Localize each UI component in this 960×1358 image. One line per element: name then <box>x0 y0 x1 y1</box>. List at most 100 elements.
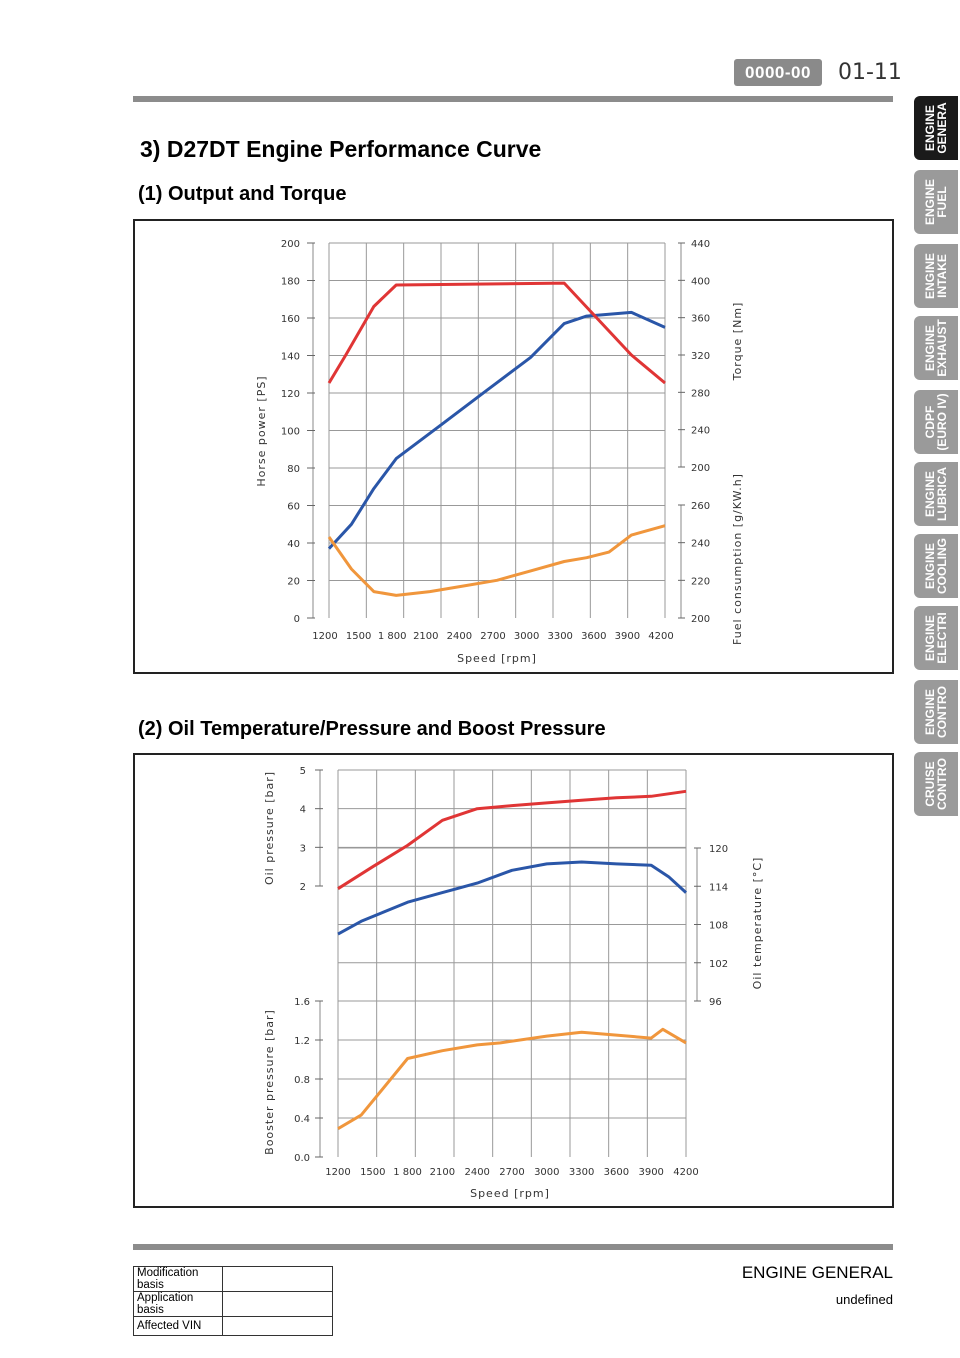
torque-tick-label: 240 <box>691 426 710 437</box>
x-tick-label: 1500 <box>346 631 371 642</box>
y-tick-label: 120 <box>281 389 300 400</box>
sidebar-tab[interactable]: ENGINE INTAKE <box>914 244 958 308</box>
boost-tick-label: 1.6 <box>294 997 310 1008</box>
fuel-tick-label: 260 <box>691 501 710 512</box>
torque-tick-label: 360 <box>691 314 710 325</box>
y-tick-label: 100 <box>281 427 300 438</box>
sidebar-tab[interactable]: ENGINE ELECTRI <box>914 606 958 670</box>
oil-pressure-tick-label: 4 <box>300 805 306 816</box>
x-tick-label: 1 800 <box>378 631 407 642</box>
torque-tick-label: 200 <box>691 463 710 474</box>
modification-table: Modification basis Application basis Aff… <box>133 1266 333 1336</box>
x-tick-label: 2100 <box>430 1167 455 1178</box>
torque-line <box>327 281 666 385</box>
x-axis-label: Speed [rpm] <box>470 1187 550 1200</box>
sidebar-tab-label: ENGINE INTAKE <box>923 253 949 300</box>
page-number: 01-11 <box>838 60 902 85</box>
oil-temp-tick-label: 96 <box>709 997 722 1008</box>
fuel-consumption-line <box>327 524 666 597</box>
oil-pressure-tick-label: 5 <box>300 766 306 777</box>
x-tick-label: 2400 <box>464 1167 489 1178</box>
boost-pressure-line <box>337 1027 687 1130</box>
y-tick-label: 0 <box>294 614 300 625</box>
x-tick-label: 2700 <box>480 631 505 642</box>
x-tick-label: 2100 <box>413 631 438 642</box>
sidebar-tab[interactable]: ENGINE LUBRICA <box>914 462 958 526</box>
sidebar-tab-label: ENGINE ELECTRI <box>923 612 949 664</box>
y-tick-label: 60 <box>287 502 300 513</box>
table-row: Modification basis <box>133 1266 333 1292</box>
boost-tick-label: 1.2 <box>294 1036 310 1047</box>
horse-power-line <box>327 310 666 550</box>
oil-temp-axis-label: Oil temperature [°C] <box>751 857 764 990</box>
table-cell-label: Affected VIN <box>133 1316 223 1336</box>
table-cell-value <box>222 1316 333 1336</box>
x-tick-label: 3300 <box>569 1167 594 1178</box>
oil-temp-tick-label: 108 <box>709 921 728 932</box>
x-tick-label: 2700 <box>499 1167 524 1178</box>
x-tick-label: 3300 <box>547 631 572 642</box>
footer-divider <box>133 1244 893 1250</box>
footer-title: ENGINE GENERAL <box>741 1263 893 1282</box>
chart2-subtitle: (2) Oil Temperature/Pressure and Boost P… <box>138 718 606 740</box>
x-tick-label: 2400 <box>447 631 472 642</box>
chart1-box: 0 20 40 60 80 100 120 140 160 180 200 200 240 280 320 3… <box>133 219 894 674</box>
y-tick-label: 200 <box>281 239 300 250</box>
torque-tick-label: 440 <box>691 239 710 250</box>
sidebar-tab[interactable]: ENGINE CONTRO <box>914 680 958 744</box>
sidebar-tab-label: CRUISE CONTRO <box>923 758 949 810</box>
y-tick-label: 80 <box>287 464 300 475</box>
oil-temp-tick-label: 102 <box>709 959 728 970</box>
fuel-tick-label: 240 <box>691 539 710 550</box>
boost-tick-label: 0.0 <box>294 1153 310 1164</box>
table-row: Affected VIN <box>133 1316 333 1336</box>
x-tick-label: 3000 <box>514 631 539 642</box>
y-tick-label: 180 <box>281 277 300 288</box>
x-tick-label: 4200 <box>673 1167 698 1178</box>
y-tick-label: 140 <box>281 352 300 363</box>
y-axis-label: Horse power [PS] <box>255 375 268 486</box>
x-tick-label: 1500 <box>360 1167 385 1178</box>
sidebar-tab[interactable]: ENGINE EXHAUST <box>914 316 958 380</box>
sidebar-tab[interactable]: ENGINE COOLING <box>914 534 958 598</box>
sidebar-tab-label: ENGINE EXHAUST <box>923 319 949 377</box>
sidebar-tab[interactable]: ENGINE GENERA <box>914 96 958 160</box>
torque-tick-label: 280 <box>691 388 710 399</box>
header-divider <box>133 96 893 102</box>
oil-pressure-axis-label: Oil pressure [bar] <box>263 771 276 885</box>
sidebar-tab-label: ENGINE FUEL <box>923 179 949 226</box>
fuel-axis-label: Fuel consumption [g/KW.h] <box>731 473 744 645</box>
sidebar-tab[interactable]: CRUISE CONTRO <box>914 752 958 816</box>
x-axis-label: Speed [rpm] <box>457 652 537 665</box>
table-cell-label: Modification basis <box>133 1266 223 1292</box>
document-code-badge: 0000-00 <box>734 59 822 86</box>
y-tick-label: 160 <box>281 314 300 325</box>
oil-pressure-tick-label: 3 <box>300 843 306 854</box>
sidebar-tab-label: ENGINE CONTRO <box>923 686 949 738</box>
table-row: Application basis <box>133 1291 333 1317</box>
x-tick-label: 3600 <box>604 1167 629 1178</box>
x-tick-label: 1 800 <box>393 1167 422 1178</box>
sidebar-tab[interactable]: CDPF (EURO IV) <box>914 390 958 454</box>
sidebar-tab-label: CDPF (EURO IV) <box>923 393 949 451</box>
x-tick-label: 1200 <box>325 1167 350 1178</box>
boost-axis-label: Booster pressure [bar] <box>263 1009 276 1155</box>
oil-boost-chart: 2 3 4 5 0.0 0.4 0.8 1.2 1.6 96 102 108 114 120 1200 150… <box>263 766 764 1200</box>
oil-temp-tick-label: 120 <box>709 844 728 855</box>
x-tick-label: 3900 <box>638 1167 663 1178</box>
sidebar-tab[interactable]: ENGINE FUEL <box>914 170 958 234</box>
oil-pressure-line <box>337 789 687 890</box>
x-tick-label: 4200 <box>648 631 673 642</box>
torque-tick-label: 400 <box>691 276 710 287</box>
table-cell-value <box>222 1266 333 1292</box>
oil-pressure-tick-label: 2 <box>300 882 306 893</box>
sidebar-tab-label: ENGINE COOLING <box>923 538 949 594</box>
torque-tick-label: 320 <box>691 351 710 362</box>
boost-tick-label: 0.8 <box>294 1075 310 1086</box>
table-cell-label: Application basis <box>133 1291 223 1317</box>
x-tick-label: 3000 <box>534 1167 559 1178</box>
oil-temp-tick-label: 114 <box>709 882 728 893</box>
sidebar-tab-label: ENGINE GENERA <box>923 102 949 154</box>
table-cell-value <box>222 1291 333 1317</box>
oil-temperature-line <box>337 860 688 936</box>
